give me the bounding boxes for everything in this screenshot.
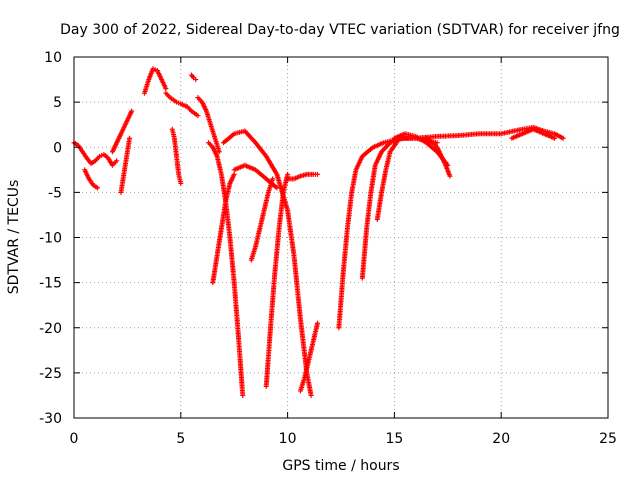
arc-04-point (127, 135, 133, 141)
arc-14-point (270, 176, 276, 182)
x-tick-label: 25 (599, 431, 617, 447)
grid (74, 57, 608, 418)
arc-15-point (285, 171, 291, 177)
x-tick-label: 15 (385, 431, 403, 447)
arc-05-point (163, 86, 169, 92)
arc-12-point (308, 392, 314, 398)
arc-17-point (315, 320, 321, 326)
data-marks (71, 66, 566, 398)
arc-16-point (315, 171, 321, 177)
y-tick-label: 0 (53, 140, 62, 156)
y-axis-label: SDTVAR / TECUs (6, 180, 22, 295)
y-tick-label: -5 (48, 185, 62, 201)
y-tick-label: -30 (39, 411, 62, 427)
x-tick-label: 0 (70, 431, 79, 447)
arc-20-point (394, 140, 400, 146)
y-tick-label: -20 (39, 321, 62, 337)
x-axis-label: GPS time / hours (282, 458, 399, 474)
y-tick-label: -25 (39, 366, 62, 382)
arc-09-point (216, 149, 222, 155)
y-tick-label: -15 (39, 276, 62, 292)
arc-23-point (560, 135, 566, 141)
y-tick-label: 10 (44, 50, 62, 66)
arc-13-point (274, 185, 280, 191)
y-tick-label: -10 (39, 231, 62, 247)
x-tick-label: 10 (279, 431, 297, 447)
chart-title: Day 300 of 2022, Sidereal Day-to-day VTE… (60, 22, 620, 38)
x-tick-label: 20 (492, 431, 510, 447)
arc-10-point (240, 392, 246, 398)
arc-18-point (434, 140, 440, 146)
arc-03-point (129, 108, 135, 114)
arc-08-point (193, 77, 199, 83)
y-tick-label: 5 (53, 95, 62, 111)
arc-07-point (178, 180, 184, 186)
arc-22-point (447, 173, 453, 179)
arc-11-point (231, 171, 237, 177)
arc-06-point (195, 113, 201, 119)
arc-02-point (94, 185, 100, 191)
arc-24-point (552, 135, 558, 141)
arc-01-point (114, 158, 120, 164)
axis-ticks: 0 5 10 15 20 25 -30 -25 -20 -15 -10 -5 0 5 10 (39, 50, 617, 447)
x-tick-label: 5 (176, 431, 185, 447)
